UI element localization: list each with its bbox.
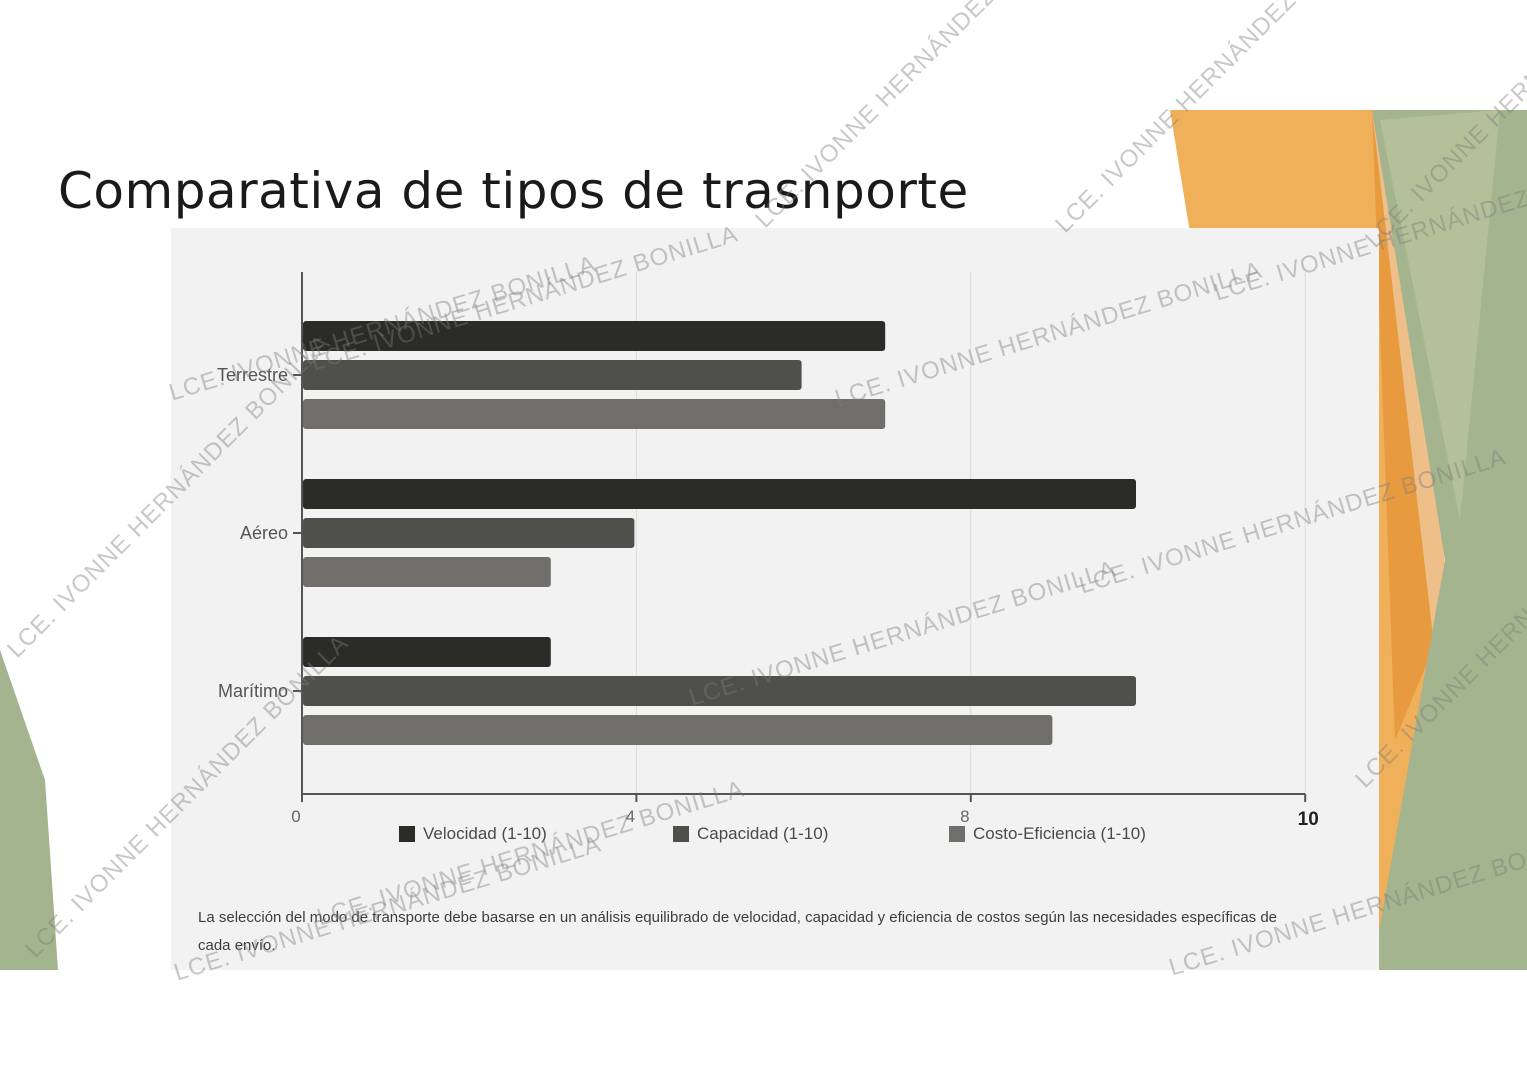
legend-item-capacidad: Capacidad (1-10) — [673, 824, 828, 844]
gridlines — [635, 272, 1306, 794]
bar-1-0 — [303, 479, 1136, 509]
legend-item-velocidad: Velocidad (1-10) — [399, 824, 547, 844]
category-label-2: Marítimo — [218, 681, 288, 701]
bar-0-0 — [303, 321, 886, 351]
legend-label-capacidad: Capacidad (1-10) — [697, 824, 829, 843]
chart-footnote: La selección del modo de transporte debe… — [198, 909, 1278, 954]
bar-0-2 — [303, 399, 886, 429]
legend-swatch-capacidad — [673, 826, 689, 842]
chart-legend: Velocidad (1-10) Capacidad (1-10) Costo-… — [171, 824, 1379, 848]
x-tick-label-2: 8 — [960, 807, 969, 826]
x-tick-label-3: 10 — [1298, 809, 1319, 828]
bar-0-1 — [303, 360, 802, 390]
x-tick-label-1: 4 — [626, 807, 635, 826]
bar-1-2 — [303, 557, 551, 587]
legend-swatch-costo-eficiencia — [949, 826, 965, 842]
bar-2-0 — [303, 637, 551, 667]
slide-title: Comparativa de tipos de trasnporte — [58, 162, 969, 220]
bar-chart: Terrestre Aéreo Marítimo 0 4 8 10 — [217, 272, 1319, 828]
bars-group — [303, 321, 1136, 745]
category-label-0: Terrestre — [217, 365, 288, 385]
sage-right-shape — [1372, 110, 1527, 970]
sage-left-shape — [0, 650, 58, 970]
x-axis: 0 4 8 10 — [291, 793, 1319, 828]
bar-2-1 — [303, 676, 1136, 706]
chart-panel: Terrestre Aéreo Marítimo 0 4 8 10 Velocidad (… — [171, 228, 1379, 970]
y-axis: Terrestre Aéreo Marítimo — [217, 272, 303, 794]
legend-label-costo-eficiencia: Costo-Eficiencia (1-10) — [973, 824, 1146, 843]
bar-1-1 — [303, 518, 635, 548]
legend-swatch-velocidad — [399, 826, 415, 842]
x-tick-label-0: 0 — [291, 807, 300, 826]
category-label-1: Aéreo — [240, 523, 288, 543]
legend-item-costo-eficiencia: Costo-Eficiencia (1-10) — [949, 824, 1146, 844]
sage-right-light-shape — [1380, 110, 1500, 520]
legend-label-velocidad: Velocidad (1-10) — [423, 824, 547, 843]
bar-2-2 — [303, 715, 1053, 745]
